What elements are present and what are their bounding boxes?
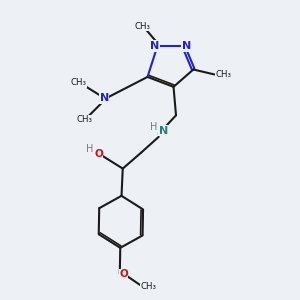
Text: N: N <box>150 41 159 51</box>
Text: N: N <box>182 41 191 51</box>
Text: CH₃: CH₃ <box>71 78 87 87</box>
Text: CH₃: CH₃ <box>77 115 93 124</box>
Text: N: N <box>158 126 168 136</box>
Text: CH₃: CH₃ <box>135 22 151 31</box>
Text: CH₃: CH₃ <box>141 283 157 292</box>
Text: O: O <box>94 149 103 159</box>
Text: CH₃: CH₃ <box>216 70 232 79</box>
Text: H: H <box>86 144 94 154</box>
Text: H: H <box>149 122 157 132</box>
Text: N: N <box>100 93 109 103</box>
Text: O: O <box>119 269 128 279</box>
